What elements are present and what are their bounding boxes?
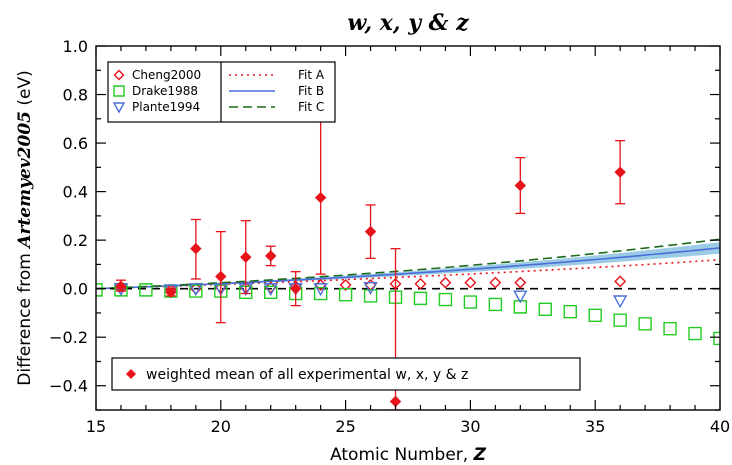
- x-axis-label: Atomic Number, Z: [330, 445, 487, 465]
- marker-cheng2000-8: [339, 279, 352, 292]
- square-open-icon: [113, 85, 125, 97]
- legend-label-fit-c: Fit C: [298, 100, 324, 114]
- y-tick-label-2: 0.0: [63, 280, 88, 299]
- x-tick-label-40: 40: [710, 417, 730, 436]
- marker-drake1988-15: [463, 295, 478, 309]
- mean-marker-11: [614, 166, 626, 178]
- marker-drake1988-5: [214, 284, 228, 298]
- marker-plante1994-2: [188, 283, 204, 297]
- marker-cheng2000-12: [439, 276, 452, 289]
- x-tick-label-30: 30: [460, 417, 480, 436]
- marker-drake1988-18: [538, 302, 552, 316]
- marker-cheng2000-13: [464, 276, 477, 289]
- plot-frame: [95, 45, 721, 411]
- marker-drake1988-6: [239, 285, 253, 300]
- legend-mean-box: [111, 357, 581, 391]
- fit-line-0: [96, 259, 720, 290]
- chart-title: w, x, y & z: [347, 10, 469, 36]
- y-tick-label-3: 0.2: [63, 231, 88, 250]
- mean-marker-1: [165, 286, 177, 299]
- marker-drake1988-9: [313, 286, 328, 301]
- tick-labels: 15 20 25 30 35 40 −0.4 −0.2 0.0 0.2 0.4 0.6 0.8 1.0: [49, 37, 730, 436]
- weighted-mean-markers: [115, 120, 626, 410]
- triangle-down-open-icon: [112, 102, 126, 114]
- legend-entry-plante: Plante1994: [112, 100, 200, 114]
- legend-label-plante: Plante1994: [132, 100, 200, 114]
- y-tick-label-4: 0.4: [63, 183, 88, 202]
- marker-drake1988-7: [264, 285, 278, 300]
- marker-drake1988-16: [488, 297, 503, 312]
- legend-mean: weighted mean of all experimental w, x, …: [111, 357, 581, 391]
- mean-marker-2: [190, 242, 202, 255]
- mean-marker-3: [215, 270, 227, 283]
- fit-lines: [96, 238, 720, 290]
- mean-marker-10: [514, 179, 527, 192]
- marker-drake1988-23: [663, 322, 677, 336]
- marker-cheng2000-16: [614, 275, 627, 288]
- marker-drake1988-19: [563, 305, 577, 319]
- marker-drake1988-25: [713, 331, 720, 346]
- legend-label-fit-a: Fit A: [298, 68, 325, 82]
- fit-uncertainty-band: [96, 242, 720, 289]
- marker-drake1988-21: [613, 313, 627, 327]
- marker-drake1988-0: [96, 283, 103, 297]
- marker-cheng2000-11: [414, 277, 427, 290]
- legend-label-drake: Drake1988: [132, 84, 198, 98]
- legend-entry-fit-b: Fit B: [229, 84, 324, 98]
- y-tick-label-5: 0.6: [63, 134, 88, 153]
- y-tick-label-6: 0.8: [63, 86, 88, 105]
- marker-drake1988-12: [388, 290, 403, 304]
- legend-entry-drake: Drake1988: [113, 84, 198, 98]
- legend: Cheng2000 Drake1988 Plante1994 Fit A Fit…: [107, 61, 336, 123]
- fit-b-band: [96, 242, 720, 289]
- mean-marker-0: [115, 280, 127, 292]
- y-tick-label-0: −0.4: [49, 377, 88, 396]
- x-tick-label-15: 15: [86, 417, 106, 436]
- marker-plante1994-10: [612, 295, 628, 309]
- marker-drake1988-4: [189, 284, 203, 298]
- marker-plante1994-9: [513, 290, 528, 304]
- marker-drake1988-20: [588, 308, 602, 323]
- marker-drake1988-13: [413, 291, 428, 306]
- mean-marker-4: [240, 251, 252, 263]
- marker-plante1994-5: [263, 283, 278, 297]
- marker-drake1988-17: [513, 300, 528, 314]
- marker-drake1988-10: [338, 288, 353, 302]
- mean-marker-7: [314, 191, 327, 204]
- mean-marker-6: [289, 282, 302, 295]
- marker-drake1988-22: [638, 317, 652, 331]
- x-tick-label-35: 35: [585, 417, 605, 436]
- marker-cheng2000-14: [489, 276, 502, 289]
- marker-cheng2000-15: [514, 276, 527, 289]
- x-tick-label-20: 20: [211, 417, 231, 436]
- legend-entry-fit-c: Fit C: [229, 100, 324, 114]
- legend-entry-fit-a: Fit A: [229, 68, 325, 82]
- mean-marker-8: [364, 225, 377, 238]
- marker-drake1988-11: [363, 289, 378, 303]
- marker-plante1994-7: [313, 283, 328, 297]
- fit-line-2: [96, 238, 720, 290]
- marker-drake1988-2: [139, 283, 153, 297]
- x-tick-label-25: 25: [335, 417, 355, 436]
- y-axis-label: Difference from Artemyev2005 (eV): [15, 70, 35, 385]
- y-tick-label-7: 1.0: [63, 37, 88, 56]
- legend-label-fit-b: Fit B: [298, 84, 324, 98]
- marker-drake1988-24: [688, 326, 702, 341]
- marker-drake1988-14: [438, 292, 453, 307]
- diamond-filled-icon: [126, 369, 136, 379]
- mean-marker-5: [265, 250, 277, 262]
- data-markers: [96, 275, 720, 346]
- marker-plante1994-8: [363, 281, 378, 295]
- legend-label-cheng: Cheng2000: [132, 68, 201, 82]
- diamond-open-icon: [113, 69, 125, 81]
- legend-entry-cheng: Cheng2000: [113, 68, 201, 82]
- legend-label-mean: weighted mean of all experimental w, x, …: [146, 367, 468, 383]
- axes: [95, 45, 721, 411]
- y-tick-label-1: −0.2: [49, 328, 88, 347]
